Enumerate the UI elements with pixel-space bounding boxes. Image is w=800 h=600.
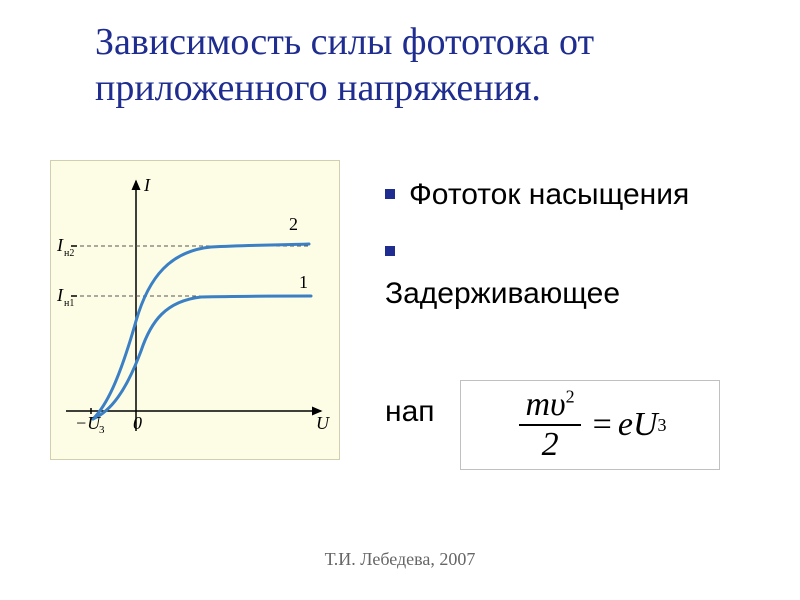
bullet-text-1: Фототок насыщения xyxy=(409,175,689,214)
slide-title: Зависимость силы фототока от приложенног… xyxy=(95,20,755,111)
formula: mυ2 2 = eU3 xyxy=(513,386,666,464)
formula-box: mυ2 2 = eU3 xyxy=(460,380,720,470)
svg-text:н1: н1 xyxy=(64,298,74,309)
svg-text:−U: −U xyxy=(75,413,101,433)
formula-exp: 2 xyxy=(566,387,575,407)
bullet-item-2 xyxy=(385,232,775,256)
bullet-dot-icon xyxy=(385,189,395,199)
iv-chart: IU0−U3Iн1Iн212 xyxy=(50,160,340,460)
formula-den: 2 xyxy=(536,426,565,464)
formula-e: e xyxy=(618,406,633,444)
bullet-dot-icon xyxy=(385,246,395,256)
svg-text:н2: н2 xyxy=(64,248,74,259)
svg-text:I: I xyxy=(56,285,64,305)
svg-text:0: 0 xyxy=(133,413,142,433)
bullet-list: Фототок насыщения Задерживающее xyxy=(385,175,775,313)
body-line-2-prefix: нап xyxy=(385,395,435,429)
svg-text:I: I xyxy=(143,175,151,195)
body-line-1: Задерживающее xyxy=(385,274,775,313)
formula-v: υ xyxy=(550,386,566,423)
formula-eq: = xyxy=(593,406,612,444)
svg-text:I: I xyxy=(56,235,64,255)
svg-text:1: 1 xyxy=(299,272,308,292)
svg-text:2: 2 xyxy=(289,214,298,234)
formula-U: U xyxy=(633,406,658,444)
bullet-item-1: Фототок насыщения xyxy=(385,175,775,214)
formula-Usub: 3 xyxy=(658,415,667,436)
svg-text:3: 3 xyxy=(99,424,105,436)
formula-m: m xyxy=(525,386,550,423)
footer-credit: Т.И. Лебедева, 2007 xyxy=(0,549,800,570)
svg-text:U: U xyxy=(316,413,330,433)
